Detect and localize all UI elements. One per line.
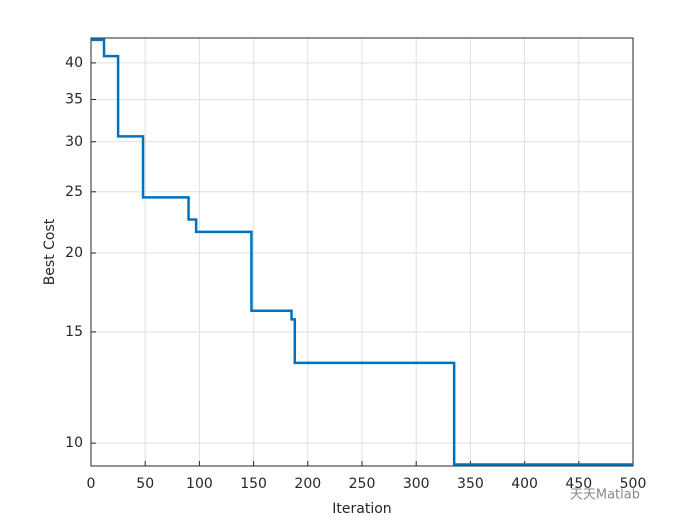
x-tick-label: 500 <box>620 476 647 492</box>
y-tick-label: 25 <box>65 184 83 200</box>
plot-frame <box>90 37 634 467</box>
y-tick-label: 15 <box>65 324 83 340</box>
y-tick-label: 40 <box>65 55 83 71</box>
x-tick-label: 150 <box>240 476 267 492</box>
y-tick-label: 30 <box>65 134 83 150</box>
x-axis-label: Iteration <box>332 501 391 517</box>
x-tick-label: 100 <box>186 476 213 492</box>
y-tick-label: 35 <box>65 92 83 108</box>
y-tick-label: 10 <box>65 435 83 451</box>
x-tick-label: 50 <box>136 476 154 492</box>
x-tick-label: 200 <box>294 476 321 492</box>
x-tick-label: 450 <box>565 476 592 492</box>
line-series <box>91 38 633 466</box>
x-tick-label: 250 <box>349 476 376 492</box>
y-tick-label: 20 <box>65 245 83 261</box>
x-tick-label: 0 <box>87 476 96 492</box>
x-tick-label: 300 <box>403 476 430 492</box>
x-tick-label: 400 <box>511 476 538 492</box>
y-axis-label: Best Cost <box>42 218 58 285</box>
x-tick-label: 350 <box>457 476 484 492</box>
watermark: 天天Matlab <box>570 488 640 503</box>
